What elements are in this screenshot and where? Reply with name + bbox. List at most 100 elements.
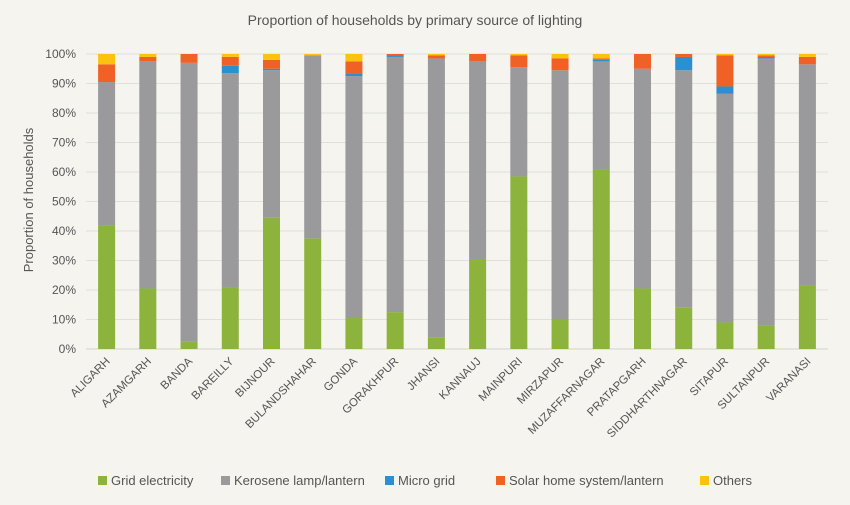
bar-segment — [427, 54, 445, 56]
y-tick-label: 30% — [52, 254, 76, 268]
bar-segment — [634, 288, 651, 349]
x-tick-label: JHANSI — [405, 356, 442, 393]
legend-label: Kerosene lamp/lantern — [234, 473, 365, 488]
bar-segment — [634, 68, 651, 289]
legend-label: Grid electricity — [111, 473, 194, 488]
bar-segment — [345, 73, 363, 77]
legend-label: Solar home system/lantern — [509, 473, 664, 488]
x-tick-label: BULANDSHAHAR — [243, 356, 318, 431]
bar-segment — [469, 259, 487, 349]
bar-segment — [798, 285, 816, 349]
bar-segment — [716, 322, 734, 349]
bar-segment — [757, 325, 775, 349]
chart-title: Proportion of households by primary sour… — [248, 12, 583, 28]
legend-swatch — [98, 476, 107, 485]
bar-segment — [551, 54, 569, 59]
x-tick-label: MUZAFFARNAGAR — [526, 356, 607, 437]
bar-segment — [510, 176, 528, 349]
bar-segment — [469, 54, 487, 62]
bar-segment — [221, 287, 239, 349]
bars — [98, 54, 816, 349]
bar-segment — [716, 55, 734, 87]
bar-segment — [592, 169, 610, 349]
bar-segment — [427, 58, 445, 338]
bar-segment — [386, 55, 404, 57]
bar-segment — [345, 54, 363, 62]
x-tick-label: SITAPUR — [688, 356, 731, 399]
legend-label: Others — [713, 473, 753, 488]
x-tick-label: BAREILLY — [190, 355, 237, 402]
gridlines — [86, 53, 828, 350]
bar-segment — [263, 217, 280, 349]
y-tick-label: 100% — [45, 47, 76, 61]
bar-segment — [98, 64, 116, 83]
bar-segment — [386, 54, 404, 56]
bar-segment — [675, 56, 693, 71]
bar-segment — [386, 56, 404, 313]
y-tick-label: 50% — [52, 195, 76, 209]
x-tick-label: BIJNOUR — [233, 356, 277, 400]
y-tick-label: 0% — [59, 342, 77, 356]
bar-segment — [757, 56, 775, 59]
bar-segment — [551, 319, 569, 349]
x-tick-label: GONDA — [322, 355, 361, 394]
y-axis-title: Proportion of households — [21, 127, 36, 272]
bar-segment — [798, 54, 816, 57]
bar-segment — [675, 70, 693, 308]
bar-segment — [263, 68, 280, 71]
legend-swatch — [496, 476, 505, 485]
bar-segment — [304, 55, 322, 239]
bar-segment — [757, 55, 775, 57]
bar-segment — [345, 61, 363, 74]
legend-swatch — [700, 476, 709, 485]
bar-segment — [798, 56, 816, 65]
bar-segment — [345, 318, 363, 349]
bar-segment — [386, 312, 404, 349]
bar-segment — [510, 54, 528, 56]
bar-segment — [427, 55, 445, 59]
x-tick-label: VARANASI — [764, 356, 813, 405]
bar-segment — [263, 59, 280, 69]
bar-segment — [592, 58, 610, 60]
legend-swatch — [221, 476, 230, 485]
bar-segment — [221, 56, 239, 66]
bar-segment — [139, 56, 157, 62]
bar-segment — [263, 54, 280, 60]
bar-segment — [304, 54, 322, 56]
y-tick-label: 60% — [52, 165, 76, 179]
legend-label: Micro grid — [398, 473, 455, 488]
bar-segment — [798, 64, 816, 286]
y-tick-label: 10% — [52, 313, 76, 327]
bar-segment — [98, 54, 116, 65]
y-tick-label: 40% — [52, 224, 76, 238]
x-tick-label: BANDA — [159, 355, 196, 392]
bar-segment — [304, 238, 322, 349]
bar-segment — [139, 54, 157, 57]
bar-segment — [345, 76, 363, 319]
bar-segment — [221, 65, 239, 74]
bar-segment — [716, 93, 734, 323]
bar-segment — [510, 67, 528, 177]
legend-swatch — [385, 476, 394, 485]
bar-segment — [716, 86, 734, 94]
bar-segment — [757, 54, 775, 56]
x-tick-label: SIDDHARTHNAGAR — [605, 356, 690, 441]
bar-segment — [510, 55, 528, 68]
y-tick-label: 80% — [52, 106, 76, 120]
bar-segment — [592, 59, 610, 62]
bar-segment — [427, 337, 445, 349]
legend: Grid electricity Kerosene lamp/lantern Mic… — [98, 473, 753, 488]
bar-segment — [634, 54, 651, 69]
bar-segment — [221, 73, 239, 288]
bar-segment — [180, 54, 198, 63]
bar-segment — [716, 54, 734, 56]
bar-segment — [592, 54, 610, 59]
y-tick-label: 90% — [52, 77, 76, 91]
bar-segment — [469, 61, 487, 260]
bar-segment — [180, 62, 198, 342]
bar-segment — [98, 82, 116, 226]
bar-segment — [675, 54, 693, 57]
